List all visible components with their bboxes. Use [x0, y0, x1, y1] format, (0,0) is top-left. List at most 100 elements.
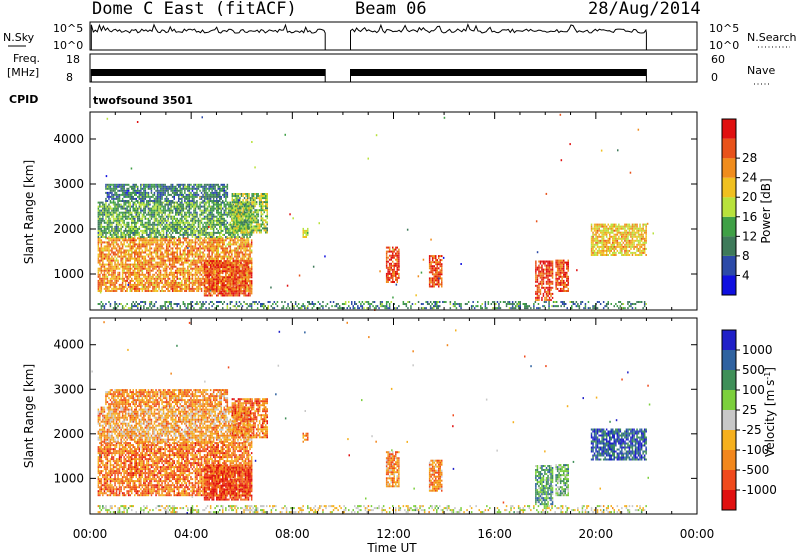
range-gate-cell [184, 185, 186, 188]
range-gate-cell [199, 185, 201, 188]
range-gate-cell [134, 265, 136, 268]
range-gate-cell [173, 217, 175, 220]
range-gate-cell [248, 227, 250, 230]
range-gate-cell [114, 287, 116, 290]
range-gate-cell [260, 205, 262, 208]
range-gate-cell [212, 257, 215, 260]
range-gate-cell [155, 267, 157, 270]
range-gate-cell [211, 231, 213, 234]
range-gate-cell [212, 292, 215, 295]
range-gate-cell [135, 211, 137, 214]
range-gate-cell [229, 290, 232, 293]
range-gate-cell [162, 201, 165, 204]
range-gate-cell [228, 276, 230, 279]
range-gate-cell [158, 273, 160, 276]
range-gate-cell [249, 207, 252, 210]
range-gate-cell [138, 265, 141, 268]
range-gate-cell [226, 255, 229, 258]
range-gate-cell [132, 221, 134, 224]
range-gate-cell [132, 205, 134, 208]
range-gate-cell [242, 231, 244, 234]
range-gate-cell [212, 207, 215, 210]
freq-unit-label: [MHz] [7, 66, 39, 79]
range-gate-cell [134, 281, 136, 284]
range-gate-cell [209, 221, 212, 224]
range-gate-cell [171, 263, 174, 266]
freq-label: Freq. [13, 52, 40, 65]
range-gate-cell [206, 280, 209, 283]
range-gate-cell [158, 267, 160, 270]
range-gate-cell [194, 195, 197, 198]
range-gate-cell [123, 221, 125, 224]
range-gate-cell [150, 257, 153, 260]
range-gate-cell [179, 247, 181, 250]
range-gate-cell [247, 288, 250, 291]
range-gate-cell [217, 264, 219, 267]
range-gate-cell [97, 211, 100, 214]
range-gate-cell [141, 183, 144, 186]
range-gate-cell [236, 215, 238, 218]
range-gate-cell [237, 241, 239, 244]
range-gate-cell [149, 259, 151, 262]
range-gate-cell [112, 217, 115, 220]
range-gate-cell [243, 229, 245, 232]
range-gate-cell [235, 274, 238, 277]
range-gate-cell [102, 253, 104, 256]
range-gate-cell [190, 265, 192, 268]
range-gate-cell [152, 285, 154, 288]
range-gate-cell [141, 257, 144, 260]
range-gate-cell [112, 227, 115, 230]
range-gate-cell [219, 253, 221, 256]
range-gate-cell [216, 223, 218, 226]
range-gate-cell [178, 225, 180, 228]
range-gate-cell [111, 283, 113, 286]
range-gate-cell [232, 249, 235, 252]
range-gate-cell [266, 207, 268, 210]
range-gate-cell [134, 267, 136, 270]
range-gate-cell [111, 249, 113, 252]
range-gate-cell [114, 245, 116, 248]
range-gate-cell [185, 247, 188, 250]
range-gate-cell [161, 241, 163, 244]
range-gate-cell [132, 285, 134, 288]
range-gate-cell [244, 278, 247, 281]
range-gate-cell [197, 253, 200, 256]
range-gate-cell [246, 231, 249, 234]
range-gate-cell [203, 262, 206, 265]
range-gate-cell [132, 251, 134, 254]
range-gate-cell [252, 221, 255, 224]
range-gate-cell [106, 223, 109, 226]
range-gate-cell [152, 239, 154, 242]
range-gate-cell [143, 187, 145, 190]
range-gate-cell [238, 288, 241, 291]
range-gate-cell [263, 219, 265, 222]
range-gate-cell [216, 294, 218, 297]
range-gate-cell [243, 267, 245, 270]
range-gate-cell [212, 221, 215, 224]
nsky-label: N.Sky [3, 31, 35, 44]
range-gate-cell [255, 203, 258, 206]
range-gate-cell [137, 285, 139, 288]
range-gate-cell [115, 187, 118, 190]
range-gate-cell [184, 200, 186, 202]
range-gate-cell [179, 225, 181, 228]
range-gate-cell [164, 239, 166, 242]
range-gate-cell [100, 263, 103, 266]
range-gate-cell [226, 183, 229, 186]
range-gate-cell [123, 271, 125, 274]
range-gate-cell [112, 245, 115, 248]
range-gate-cell [171, 247, 174, 250]
range-gate-cell [205, 245, 207, 248]
range-gate-cell [149, 273, 151, 276]
range-gate-cell [217, 200, 219, 202]
range-gate-cell [121, 251, 124, 254]
range-gate-cell [254, 209, 256, 212]
range-gate-cell [100, 287, 103, 290]
range-gate-cell [112, 243, 115, 246]
range-gate-cell [171, 287, 174, 290]
range-gate-cell [167, 273, 169, 276]
range-gate-cell [124, 281, 127, 284]
range-gate-cell [237, 213, 240, 216]
range-gate-cell [249, 262, 251, 265]
range-gate-cell [97, 283, 100, 286]
